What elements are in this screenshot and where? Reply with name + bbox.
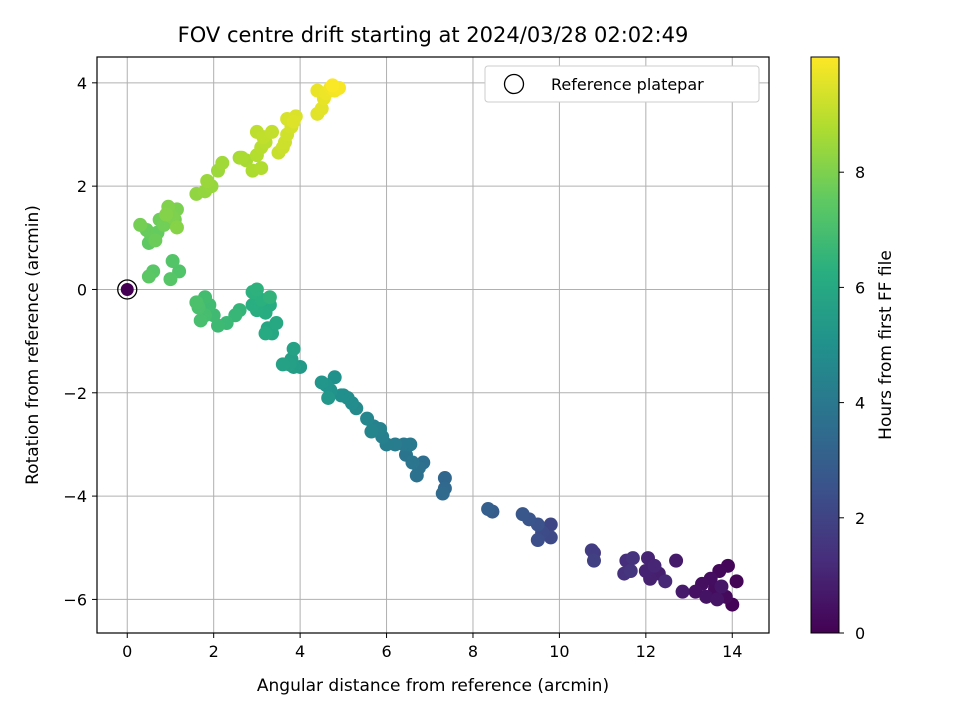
data-point	[286, 341, 301, 356]
y-tick-label: −6	[63, 590, 87, 609]
data-point	[234, 150, 249, 165]
data-point	[334, 388, 349, 403]
y-tick-label: 2	[77, 177, 87, 196]
data-point	[269, 316, 284, 331]
x-tick-label: 12	[636, 642, 656, 661]
data-point	[409, 468, 424, 483]
x-tick-label: 4	[295, 642, 305, 661]
data-point	[710, 592, 725, 607]
plot-frame	[96, 56, 770, 634]
data-point	[141, 269, 156, 284]
x-tick-label: 0	[122, 642, 132, 661]
data-point	[159, 207, 174, 222]
data-point	[437, 471, 452, 486]
data-point	[321, 390, 336, 405]
data-point	[275, 357, 290, 372]
data-point	[360, 411, 375, 426]
data-points	[133, 78, 744, 612]
data-point	[165, 254, 180, 269]
data-point	[249, 282, 264, 297]
data-point	[647, 558, 662, 573]
data-point	[189, 295, 204, 310]
x-ticks: 0 2 4 6 8 10 12 14	[122, 633, 742, 661]
colorbar: 0 2 4 6 8 Hours from first FF file	[810, 56, 896, 643]
legend: Reference platepar	[484, 65, 760, 103]
colorbar-tick-label: 2	[855, 509, 865, 528]
y-tick-label: 4	[77, 74, 87, 93]
data-point	[286, 114, 301, 129]
chart-title: FOV centre drift starting at 2024/03/28 …	[178, 23, 689, 47]
data-point	[193, 313, 208, 328]
data-point	[262, 290, 277, 305]
reference-point	[120, 282, 134, 296]
data-point	[169, 220, 184, 235]
legend-box	[484, 65, 760, 103]
reference-point-layer	[117, 279, 138, 300]
y-axis-label: Rotation from reference (arcmin)	[23, 205, 43, 485]
x-tick-label: 10	[549, 642, 569, 661]
data-point	[688, 584, 703, 599]
data-point	[623, 564, 638, 579]
data-point	[200, 173, 215, 188]
colorbar-gradient	[810, 56, 840, 634]
data-point	[265, 124, 280, 139]
data-point	[405, 455, 420, 470]
grid	[97, 57, 769, 633]
data-point	[254, 161, 269, 176]
data-point	[364, 424, 379, 439]
data-point	[325, 78, 340, 93]
x-tick-label: 8	[468, 642, 478, 661]
data-point	[729, 574, 744, 589]
x-tick-label: 2	[209, 642, 219, 661]
data-point	[714, 579, 729, 594]
colorbar-tick-label: 0	[855, 624, 865, 643]
data-point	[625, 551, 640, 566]
data-point	[215, 155, 230, 170]
x-tick-label: 6	[381, 642, 391, 661]
colorbar-ticks: 0 2 4 6 8	[839, 163, 865, 643]
colorbar-tick-label: 6	[855, 278, 865, 297]
x-axis-label: Angular distance from reference (arcmin)	[257, 676, 609, 696]
data-point	[658, 574, 673, 589]
legend-label: Reference platepar	[551, 75, 704, 94]
data-point	[669, 553, 684, 568]
y-ticks: 4 2 0 −2 −4 −6	[63, 74, 97, 609]
reference-point-ring	[117, 279, 138, 300]
colorbar-tick-label: 4	[855, 394, 865, 413]
data-point	[133, 217, 148, 232]
data-point	[586, 553, 601, 568]
legend-marker	[503, 73, 525, 95]
data-point	[675, 584, 690, 599]
data-point	[699, 589, 714, 604]
data-point	[163, 272, 178, 287]
data-point	[403, 437, 418, 452]
colorbar-tick-label: 8	[855, 163, 865, 182]
y-tick-label: 0	[77, 280, 87, 299]
data-point	[148, 233, 163, 248]
x-tick-label: 14	[722, 642, 742, 661]
data-point	[314, 375, 329, 390]
colorbar-label: Hours from first FF file	[876, 250, 896, 440]
data-point	[481, 502, 496, 517]
y-tick-label: −2	[63, 384, 87, 403]
y-tick-label: −4	[63, 487, 87, 506]
data-point	[435, 486, 450, 501]
data-point	[515, 507, 530, 522]
data-point	[530, 533, 545, 548]
data-point	[258, 326, 273, 341]
